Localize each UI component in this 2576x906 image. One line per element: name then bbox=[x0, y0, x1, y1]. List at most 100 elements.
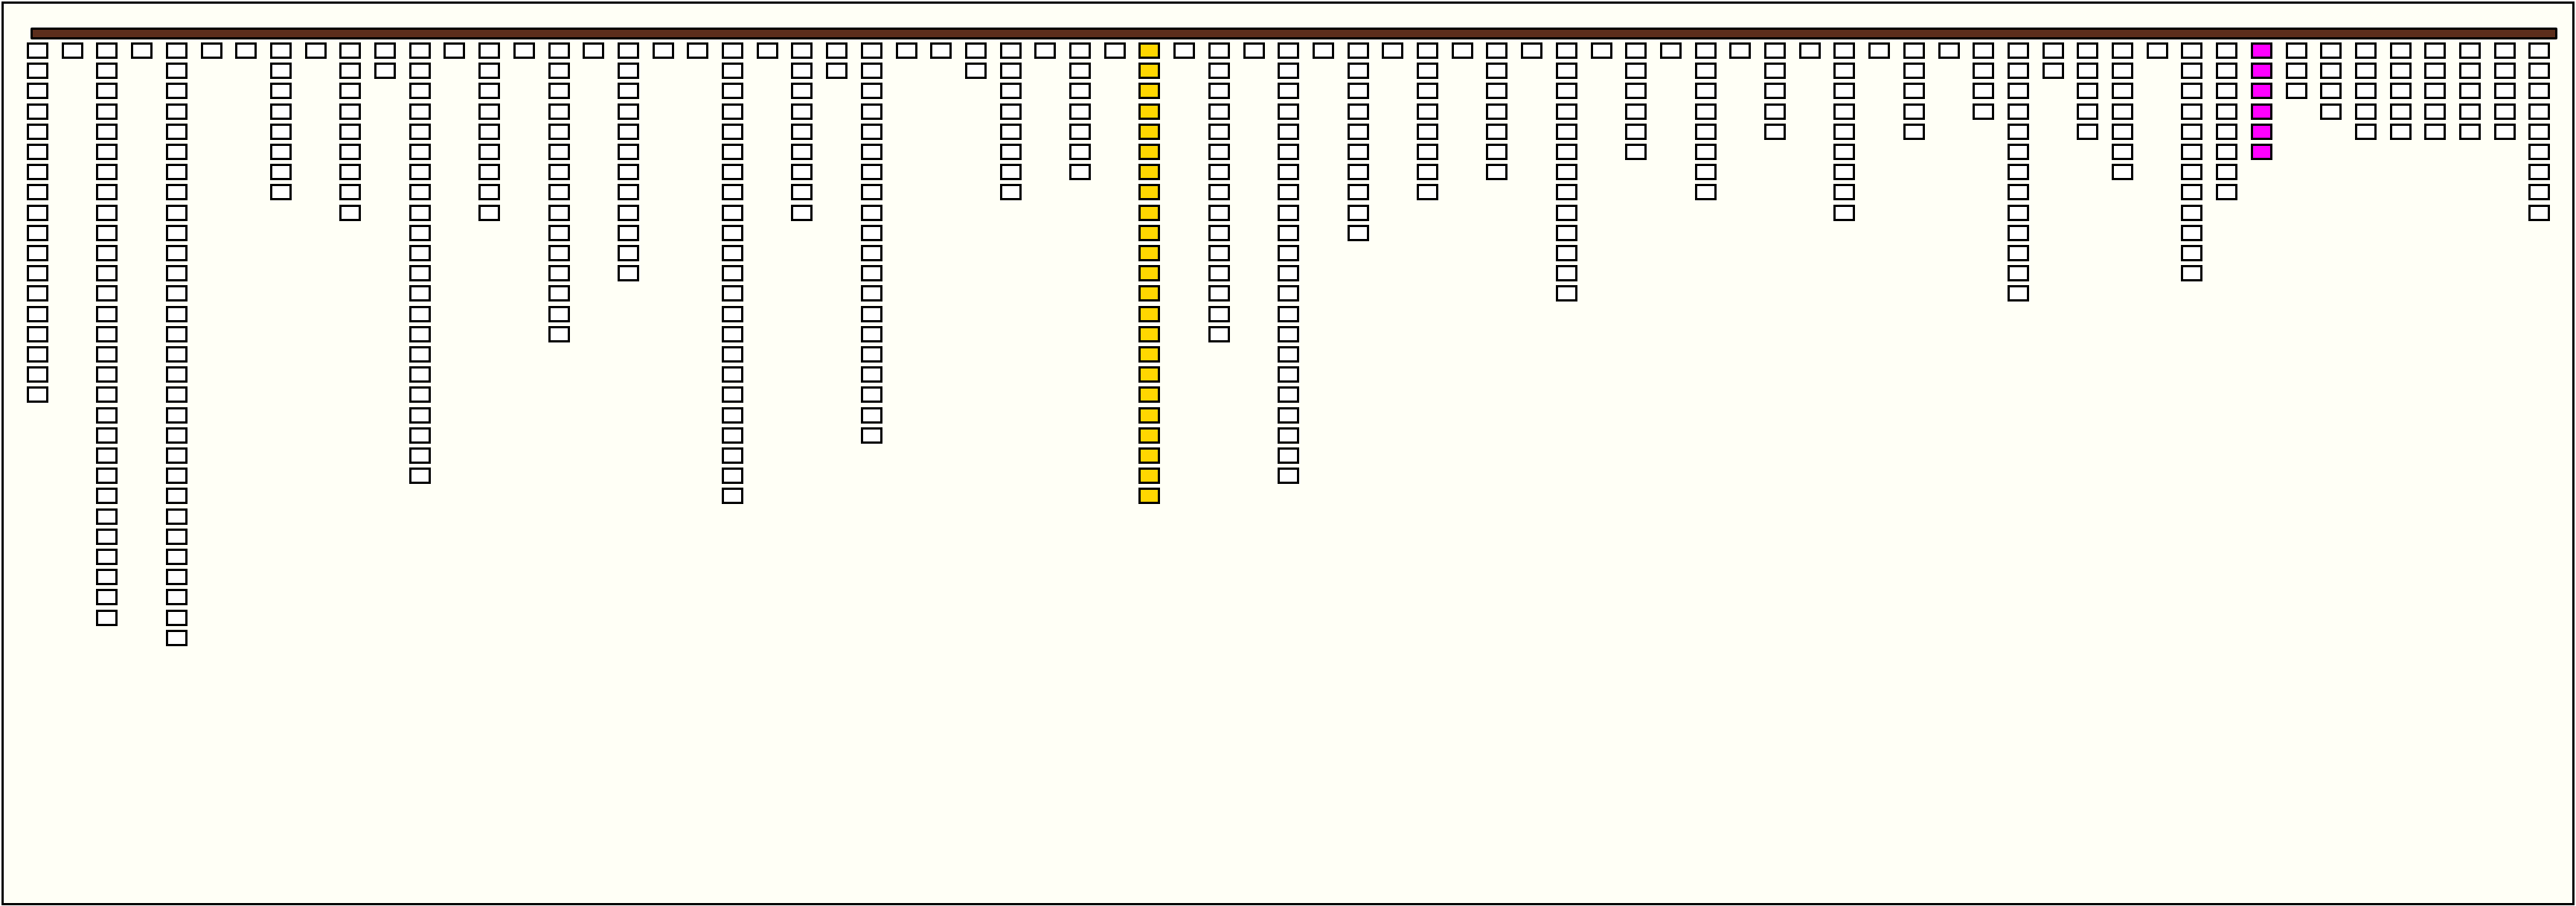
cell bbox=[722, 224, 743, 241]
cell bbox=[1208, 245, 1230, 261]
cell bbox=[1521, 42, 1543, 59]
cell bbox=[2528, 144, 2551, 160]
cell bbox=[165, 406, 188, 424]
cell bbox=[2250, 144, 2272, 160]
cell bbox=[548, 144, 570, 160]
cell bbox=[2424, 83, 2447, 100]
cell bbox=[1278, 83, 1300, 100]
cell bbox=[1208, 184, 1230, 201]
cell bbox=[1069, 63, 1091, 80]
cell bbox=[722, 447, 743, 464]
cell bbox=[1555, 42, 1577, 59]
cell bbox=[96, 204, 118, 221]
cell bbox=[2354, 83, 2377, 100]
cell bbox=[27, 305, 48, 322]
cell bbox=[2077, 63, 2099, 80]
cell bbox=[443, 42, 466, 59]
cell bbox=[478, 184, 501, 201]
cell bbox=[165, 609, 188, 626]
cell bbox=[27, 42, 48, 59]
cell bbox=[2077, 123, 2099, 140]
cell bbox=[165, 569, 188, 586]
cell bbox=[860, 305, 882, 322]
cell bbox=[269, 184, 292, 201]
cell bbox=[1208, 224, 1230, 241]
cell bbox=[2389, 63, 2412, 80]
cell bbox=[1417, 63, 1438, 80]
cell bbox=[2389, 83, 2412, 100]
cell bbox=[617, 103, 639, 120]
cell bbox=[408, 427, 431, 444]
cell bbox=[2459, 42, 2481, 59]
cell bbox=[2216, 63, 2238, 80]
cell bbox=[722, 204, 743, 221]
cell bbox=[408, 224, 431, 241]
cell bbox=[1417, 164, 1438, 181]
cell bbox=[1903, 83, 1925, 100]
cell bbox=[1208, 164, 1230, 181]
cell bbox=[1138, 123, 1161, 140]
cell bbox=[2181, 63, 2203, 80]
cell bbox=[1625, 144, 1647, 160]
cell bbox=[964, 63, 987, 80]
cell bbox=[1417, 123, 1438, 140]
cell bbox=[408, 325, 431, 342]
cell bbox=[96, 346, 118, 363]
cell bbox=[1417, 103, 1438, 120]
cell bbox=[165, 346, 188, 363]
cell bbox=[826, 42, 848, 59]
cell bbox=[1903, 103, 1925, 120]
cell bbox=[269, 123, 292, 140]
cell bbox=[2493, 63, 2516, 80]
cell bbox=[27, 366, 48, 383]
cell bbox=[2181, 83, 2203, 100]
cell bbox=[2181, 103, 2203, 120]
cell bbox=[860, 265, 882, 282]
cell bbox=[374, 63, 396, 80]
cell bbox=[339, 164, 362, 181]
cell bbox=[339, 83, 362, 100]
cell bbox=[2493, 103, 2516, 120]
cell bbox=[1347, 164, 1369, 181]
cell bbox=[165, 204, 188, 221]
cell bbox=[999, 164, 1022, 181]
cell bbox=[374, 42, 396, 59]
cell bbox=[722, 245, 743, 261]
cell bbox=[27, 386, 48, 403]
cell bbox=[1764, 42, 1786, 59]
cell bbox=[548, 265, 570, 282]
cell bbox=[860, 386, 882, 403]
cell bbox=[1347, 224, 1369, 241]
cell bbox=[722, 123, 743, 140]
cell bbox=[1729, 42, 1752, 59]
cell bbox=[1069, 144, 1091, 160]
cell bbox=[165, 103, 188, 120]
cell bbox=[1833, 103, 1856, 120]
cell bbox=[339, 123, 362, 140]
cell bbox=[408, 245, 431, 261]
cell bbox=[999, 184, 1022, 201]
cell bbox=[2007, 103, 2029, 120]
cell bbox=[1694, 144, 1717, 160]
cell bbox=[722, 285, 743, 302]
cell bbox=[2216, 83, 2238, 100]
cell bbox=[1138, 164, 1161, 181]
cell bbox=[1625, 123, 1647, 140]
cell bbox=[408, 103, 431, 120]
cell bbox=[548, 103, 570, 120]
cell bbox=[1694, 63, 1717, 80]
cell bbox=[2528, 63, 2551, 80]
cell bbox=[2216, 42, 2238, 59]
cell bbox=[722, 468, 743, 485]
cell bbox=[2077, 103, 2099, 120]
cell bbox=[165, 224, 188, 241]
cell bbox=[930, 42, 952, 59]
cell bbox=[1278, 427, 1300, 444]
cell bbox=[2181, 224, 2203, 241]
cell bbox=[1138, 468, 1161, 485]
cell bbox=[1138, 427, 1161, 444]
cell bbox=[2424, 103, 2447, 120]
cell bbox=[583, 42, 605, 59]
cell bbox=[2181, 42, 2203, 59]
cell bbox=[2007, 184, 2029, 201]
